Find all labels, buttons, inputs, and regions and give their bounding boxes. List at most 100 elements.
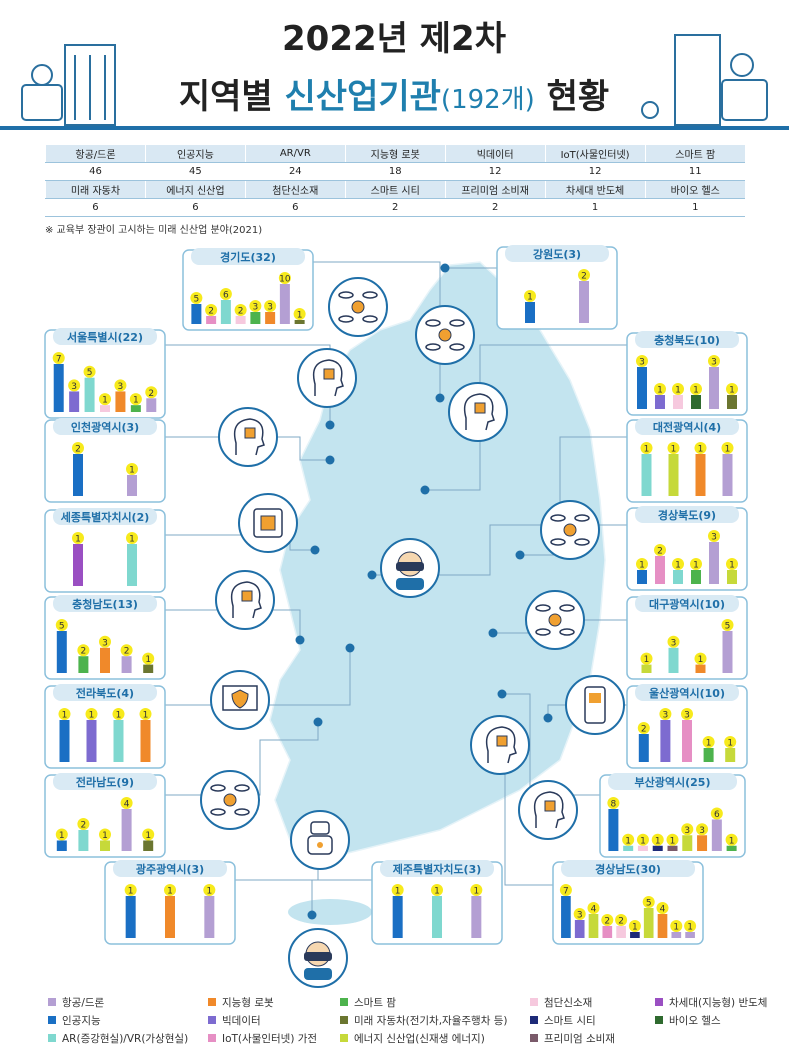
value-cell: 1: [644, 198, 745, 217]
bar: [667, 845, 678, 851]
panel-tab: [380, 860, 494, 877]
chip-body: [253, 508, 283, 538]
value-label: 5: [59, 622, 65, 632]
value-cell: 6: [144, 198, 246, 217]
legend-label: 프리미엄 소비재: [544, 1033, 615, 1045]
value-label: 1: [675, 386, 681, 396]
chip-icon: [238, 493, 298, 553]
drone-icon: [540, 500, 600, 560]
bar: [53, 364, 64, 412]
value-label: 2: [208, 307, 214, 317]
panel-tab: [53, 418, 157, 435]
vr-icon: [288, 928, 348, 988]
value-cell: 24: [244, 162, 346, 181]
rotor: [559, 628, 575, 636]
value-label: 1: [698, 445, 704, 455]
region-name: 인천광역시(3): [71, 420, 139, 434]
legend-label: 미래 자동차(전기차,자율주행차 등): [354, 1015, 507, 1027]
value-badge: [656, 902, 669, 914]
header-cell: 인공지능: [144, 145, 246, 163]
region-panel: 충청북도(10) 3 1 1 1 3 1: [626, 331, 748, 416]
value-badge: [694, 652, 707, 665]
region-panel: 대구광역시(10) 1 3 1 5: [626, 595, 748, 680]
bar: [121, 656, 132, 673]
value-label: 1: [297, 311, 303, 321]
region-name: 대구광역시(10): [649, 597, 725, 611]
building: [674, 34, 721, 126]
bar: [660, 720, 671, 762]
value-label: 3: [699, 826, 705, 836]
value-badge: [708, 355, 720, 367]
value-label: 1: [143, 711, 149, 721]
connector: [520, 436, 627, 556]
value-badge: [278, 272, 291, 284]
value-label: 3: [711, 533, 717, 543]
region-name: 서울특별시(22): [67, 330, 143, 344]
bar: [121, 809, 132, 851]
value-badge: [120, 797, 133, 809]
bar: [143, 664, 154, 673]
bar: [709, 542, 719, 584]
value-badge: [702, 736, 715, 748]
value-label: 1: [434, 887, 440, 897]
value-label: 1: [729, 386, 735, 396]
head: [485, 726, 517, 764]
location-dot: [367, 570, 377, 580]
value-badge: [636, 355, 648, 367]
value-badge: [83, 365, 96, 378]
drone-body: [548, 613, 562, 627]
header-cell: 지능형 로봇: [344, 145, 446, 163]
shirt: [304, 968, 332, 980]
screen: [589, 693, 601, 703]
value-badge: [190, 292, 203, 304]
robot-head: [730, 53, 754, 77]
location-dot: [515, 550, 525, 560]
value-badge: [724, 736, 737, 748]
value-label: 1: [675, 561, 681, 571]
value-badge: [124, 884, 137, 896]
value-label: 3: [253, 303, 259, 313]
header-cell: 미래 자동차: [45, 180, 146, 199]
robot-head: [310, 821, 330, 835]
region-name: 경상북도(9): [658, 508, 716, 522]
legend-label: AR(증강현실)/VR(가상현실): [62, 1033, 188, 1045]
shirt: [396, 578, 424, 590]
panel-tab: [608, 773, 737, 790]
panel-tab: [505, 245, 609, 262]
phone: [584, 686, 606, 724]
tree: [641, 101, 659, 119]
chip: [474, 402, 486, 414]
panel-tab: [635, 506, 739, 523]
value-label: 2: [641, 725, 647, 735]
value-cell: 11: [644, 162, 745, 181]
value-badge: [142, 652, 155, 665]
value-badge: [670, 920, 683, 932]
value-badge: [142, 828, 155, 841]
brain-icon: [518, 780, 578, 840]
header-cell: 에너지 신산업: [144, 180, 246, 199]
robot-icon: [290, 810, 350, 870]
legend-swatch: [530, 998, 538, 1006]
value-badge: [721, 619, 734, 631]
value-label: 1: [639, 561, 645, 571]
drone-body: [351, 300, 365, 314]
bar: [657, 914, 668, 938]
header-cell: IoT(사물인터넷): [544, 145, 646, 163]
value-badge: [77, 818, 90, 830]
rotor: [449, 319, 465, 327]
value-badge: [721, 442, 734, 454]
header-cell: 항공/드론: [45, 145, 146, 163]
bar: [709, 367, 719, 409]
legend-swatch: [340, 1034, 348, 1042]
value-label: 3: [267, 303, 273, 313]
bar: [727, 570, 737, 584]
icons: [200, 277, 625, 988]
legend-swatch: [208, 998, 216, 1006]
bar: [127, 475, 137, 496]
value-badge: [205, 304, 218, 316]
rotor: [550, 538, 566, 546]
